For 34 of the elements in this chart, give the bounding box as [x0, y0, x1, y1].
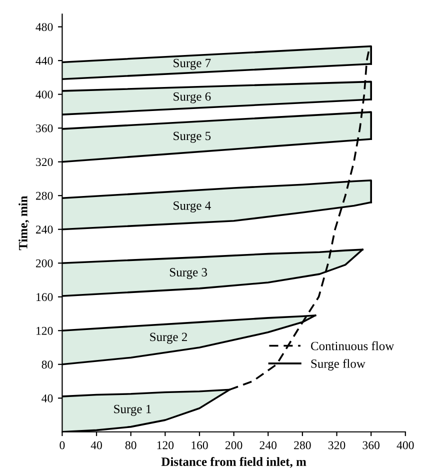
annotation: Surge 4: [174, 201, 211, 212]
x-tick-label: 280: [294, 441, 311, 450]
annotation: Surge 6: [174, 92, 211, 104]
annotation: Surge 1: [114, 404, 151, 416]
legend-label: Surge flow: [311, 359, 366, 371]
y-axis-title: Time, min: [18, 196, 30, 250]
y-tick-label: 200: [36, 259, 53, 268]
x-axis-title: Distance from field inlet, m: [161, 457, 306, 468]
y-tick-label: 120: [36, 326, 53, 335]
annotation: Surge 7: [174, 58, 211, 70]
annotation: Surge 5: [174, 132, 211, 143]
y-tick-label: 400: [36, 90, 53, 99]
annotation: Surge 3: [170, 268, 207, 280]
x-tick-label: 240: [260, 441, 277, 450]
y-tick-label: 80: [42, 360, 53, 369]
x-tick-label: 80: [125, 441, 136, 450]
x-tick-label: 160: [192, 441, 208, 450]
y-tick-label: 240: [36, 226, 53, 234]
x-tick-label: 360: [362, 441, 380, 450]
x-tick-label: 400: [396, 441, 414, 450]
y-tick-label: 480: [36, 23, 53, 32]
x-tick-label: 320: [328, 441, 346, 450]
y-tick-label: 280: [36, 192, 53, 200]
y-tick-label: 320: [36, 158, 53, 166]
y-tick-label: 160: [36, 293, 53, 302]
legend-label: Continuous flow: [310, 341, 394, 350]
annotation: Surge 2: [150, 332, 187, 344]
x-tick-label: 200: [225, 441, 242, 450]
x-tick-label: 0: [60, 441, 65, 450]
x-tick-label: 120: [157, 441, 174, 450]
x-tick-label: 40: [90, 441, 102, 450]
y-tick-label: 360: [36, 124, 53, 132]
y-tick-label: 440: [36, 56, 53, 65]
y-tick-label: 40: [42, 394, 53, 402]
